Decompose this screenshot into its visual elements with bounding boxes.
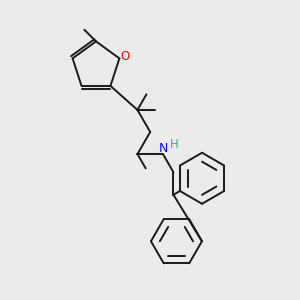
- Text: O: O: [120, 50, 129, 63]
- Text: H: H: [170, 138, 179, 151]
- Text: N: N: [158, 142, 168, 155]
